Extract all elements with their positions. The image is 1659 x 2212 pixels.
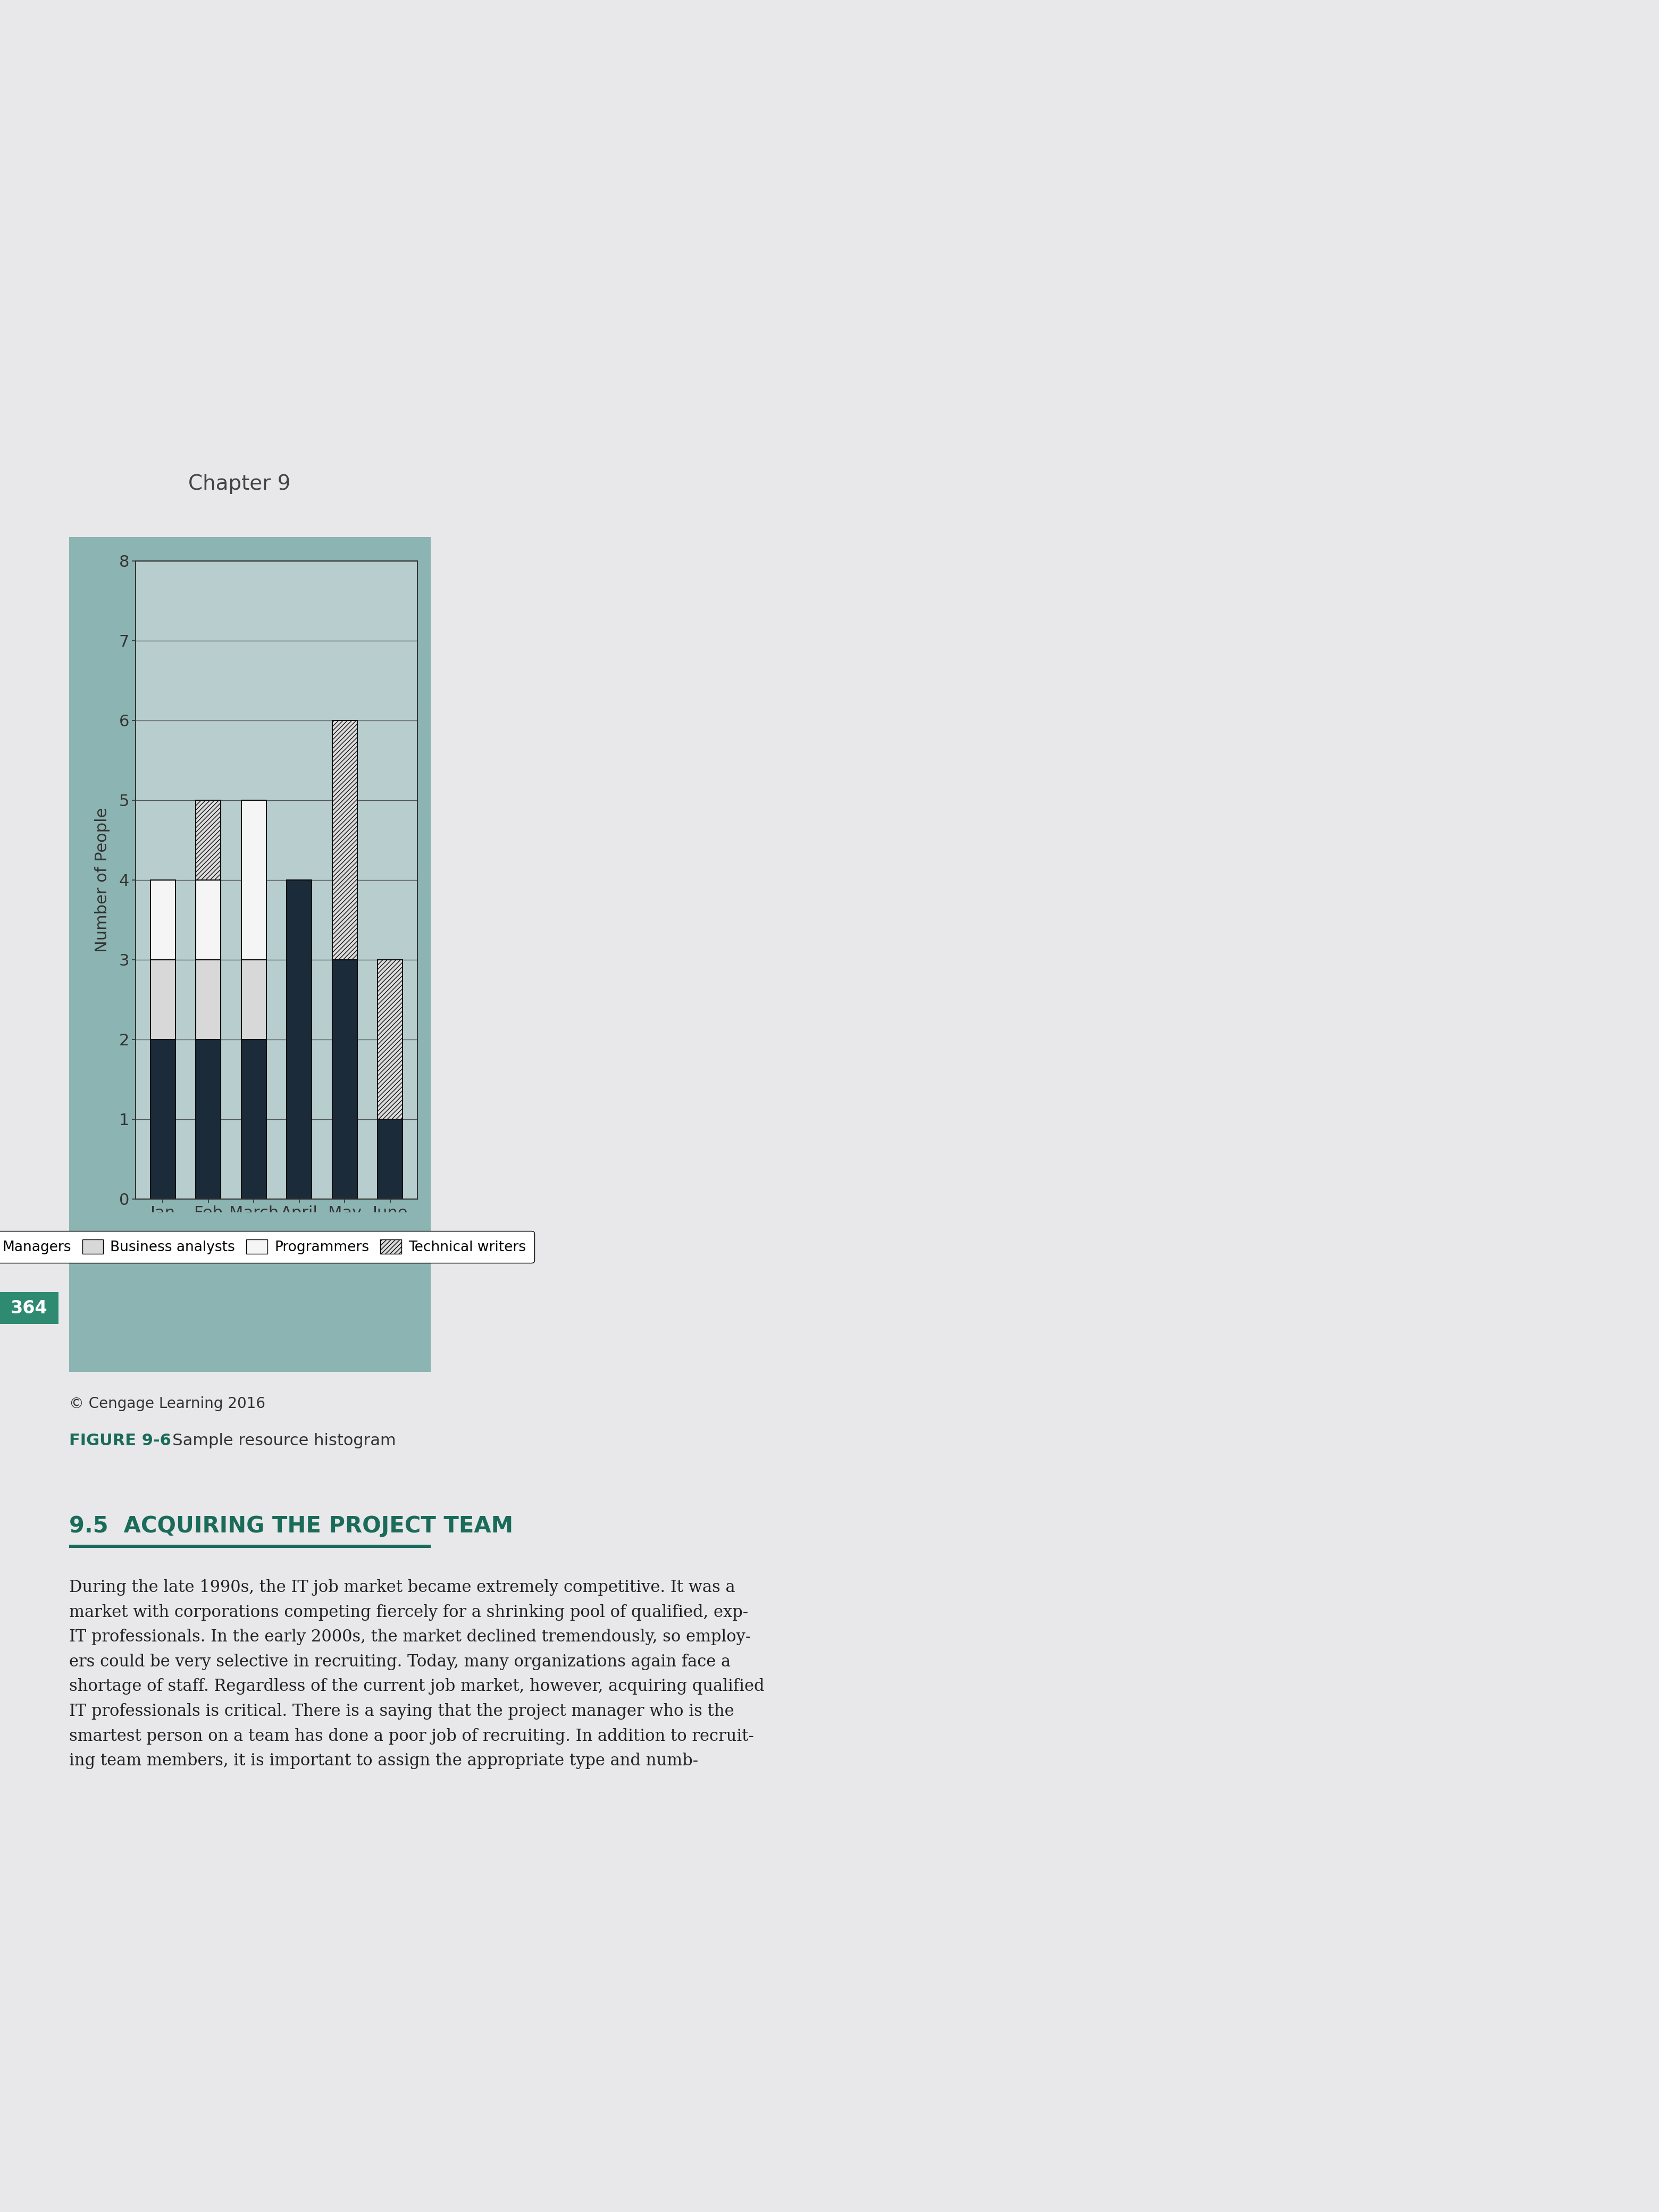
Text: 364: 364 <box>10 1298 48 1316</box>
Bar <box>332 960 357 1199</box>
Bar <box>378 960 403 1119</box>
Text: FIGURE 9-6: FIGURE 9-6 <box>70 1433 171 1449</box>
Bar <box>196 1040 221 1199</box>
Text: Chapter 9: Chapter 9 <box>187 473 290 493</box>
Bar <box>241 960 267 1040</box>
Text: 9.5  ACQUIRING THE PROJECT TEAM: 9.5 ACQUIRING THE PROJECT TEAM <box>70 1515 513 1537</box>
Bar <box>151 880 176 960</box>
Bar <box>151 1040 176 1199</box>
Bar <box>332 721 357 960</box>
Text: During the late 1990s, the IT job market became extremely competitive. It was a
: During the late 1990s, the IT job market… <box>70 1579 765 1770</box>
Bar <box>196 801 221 880</box>
Bar <box>378 1119 403 1199</box>
Bar <box>196 880 221 960</box>
Bar <box>151 960 176 1040</box>
Text: Sample resource histogram: Sample resource histogram <box>158 1433 397 1449</box>
Legend: Managers, Business analysts, Programmers, Technical writers: Managers, Business analysts, Programmers… <box>0 1230 534 1263</box>
Bar <box>196 960 221 1040</box>
Bar <box>287 880 312 1199</box>
Text: © Cengage Learning 2016: © Cengage Learning 2016 <box>70 1396 265 1411</box>
Bar <box>241 1040 267 1199</box>
Y-axis label: Number of People: Number of People <box>95 807 109 953</box>
Bar <box>241 801 267 960</box>
